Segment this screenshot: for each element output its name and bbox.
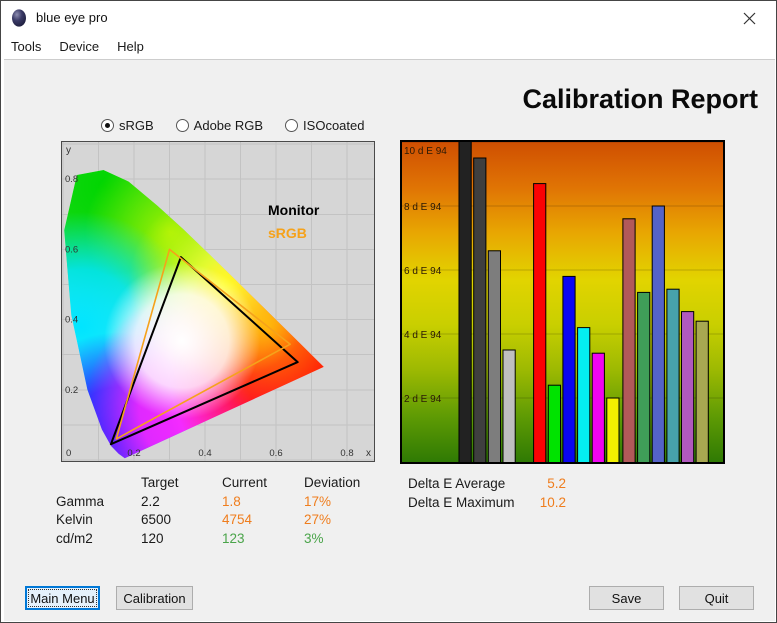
menu-help[interactable]: Help [117,39,144,54]
delta-e-maximum-label: Delta E Maximum [408,495,515,510]
save-button[interactable]: Save [589,586,664,610]
radio-label: Adobe RGB [193,118,264,133]
cie-chromaticity-chart: 0 0.2 0.4 0.6 0.8 0.2 0.4 0.6 0.8 y x Monitor sRGB [61,141,375,462]
svg-text:0.6: 0.6 [65,244,78,255]
kelvin-current: 4754 [222,512,253,527]
egg-logo-icon [11,8,27,27]
svg-text:0.8: 0.8 [65,174,78,185]
kelvin-deviation: 27% [304,512,332,527]
radio-option-srgb[interactable]: sRGB [101,118,154,133]
measurement-table: Target Current Deviation Gamma 2.2 1.8 1… [56,474,394,548]
delta-e-bar-chart: 2 d E 94 4 d E 94 6 d E 94 8 d E 94 10 d E 9… [400,135,725,465]
gamma-current: 1.8 [222,493,241,509]
svg-text:0: 0 [66,448,71,459]
gamma-deviation: 17% [304,493,332,509]
calibration-button[interactable]: Calibration [116,586,193,610]
svg-text:x: x [366,448,371,459]
col-header-deviation: Deviation [304,475,361,490]
menu-bar: Tools Device Help [1,34,776,59]
radio-button-icon[interactable] [101,119,114,132]
col-header-current: Current [222,475,268,490]
col-header-target: Target [141,475,179,490]
svg-text:8 d E 94: 8 d E 94 [404,202,442,213]
luminance-target: 120 [141,530,164,546]
svg-text:4 d E 94: 4 d E 94 [404,330,442,341]
svg-text:0.6: 0.6 [269,448,282,459]
delta-e-average-value: 5.2 [547,476,566,491]
svg-text:6 d E 94: 6 d E 94 [404,266,442,277]
radio-button-icon[interactable] [285,119,299,132]
gamma-target: 2.2 [141,493,160,509]
luminance-deviation: 3% [304,530,324,546]
svg-text:0.2: 0.2 [127,448,140,459]
svg-text:10 d E 94: 10 d E 94 [404,146,447,157]
svg-text:0.4: 0.4 [65,315,78,326]
kelvin-target: 6500 [141,512,172,527]
legend-monitor: Monitor [268,202,320,218]
svg-text:y: y [66,145,71,156]
radio-button-icon[interactable] [175,119,189,132]
svg-text:0.8: 0.8 [340,448,353,459]
window-title: blue eye pro [36,10,108,25]
radio-label: sRGB [119,118,154,133]
row-label-gamma: Gamma [56,493,105,509]
svg-text:0.4: 0.4 [198,448,211,459]
close-x-icon[interactable] [730,6,768,30]
content-panel: Calibration Report sRGB Adobe RGB ISOcoa… [4,59,775,621]
luminance-current: 123 [222,530,245,546]
svg-text:2 d E 94: 2 d E 94 [404,394,442,405]
color-space-selector: sRGB Adobe RGB ISOcoated [101,118,386,133]
row-label-luminance: cd/m2 [56,530,93,546]
legend-srgb: sRGB [268,225,307,241]
page-title: Calibration Report [522,84,758,114]
svg-text:0.2: 0.2 [65,385,78,396]
main-menu-button[interactable]: Main Menu [25,586,100,610]
delta-e-maximum-value: 10.2 [539,495,566,510]
delta-e-average-label: Delta E Average [408,476,506,491]
table-corner [56,474,141,493]
row-label-kelvin: Kelvin [56,512,93,527]
delta-e-summary: Delta E Average 5.2 Delta E Maximum 10.2 [408,474,566,512]
menu-device[interactable]: Device [59,39,100,54]
menu-tools[interactable]: Tools [11,39,42,54]
quit-button[interactable]: Quit [679,586,754,610]
title-bar: blue eye pro [1,1,776,34]
radio-option-adobe-rgb[interactable]: Adobe RGB [175,118,264,133]
spectral-locus-horseshoe [64,170,324,459]
radio-option-isocoated[interactable]: ISOcoated [285,118,364,133]
radio-label: ISOcoated [303,118,365,133]
